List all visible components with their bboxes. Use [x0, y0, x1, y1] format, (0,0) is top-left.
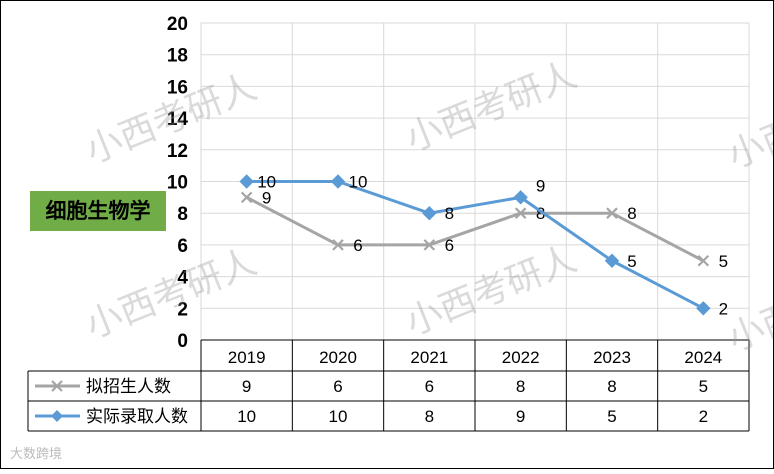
table-cell: 9	[516, 407, 525, 426]
x-tick-label: 2019	[228, 348, 266, 367]
table-cell: 5	[699, 377, 708, 396]
y-tick-label: 4	[177, 268, 188, 289]
table-cell: 6	[425, 377, 434, 396]
data-label: 2	[719, 299, 728, 318]
data-point	[240, 191, 253, 204]
table-cell: 10	[329, 407, 348, 426]
data-label: 6	[445, 236, 454, 255]
y-tick-label: 18	[167, 46, 188, 67]
y-tick-label: 8	[177, 204, 188, 225]
legend-key-marker	[51, 410, 63, 422]
y-tick-label: 16	[167, 77, 188, 98]
data-point	[514, 207, 527, 219]
data-label: 8	[445, 204, 454, 223]
data-point	[332, 239, 344, 251]
data-point	[696, 301, 711, 316]
table-cell: 9	[242, 377, 251, 396]
subject-badge: 细胞生物学	[30, 191, 166, 231]
data-label: 10	[349, 173, 368, 192]
table-cell: 2	[699, 407, 708, 426]
series-line	[246, 180, 705, 310]
x-tick-label: 2022	[502, 348, 540, 367]
x-tick-label: 2024	[684, 348, 722, 367]
y-tick-label: 12	[167, 141, 188, 162]
data-point	[423, 239, 436, 251]
x-tick-label: 2020	[319, 348, 357, 367]
y-tick-label: 20	[167, 14, 188, 35]
data-label: 10	[257, 173, 276, 192]
x-tick-label: 2021	[410, 348, 448, 367]
table-cell: 8	[516, 377, 525, 396]
series-line	[245, 196, 705, 263]
table-cell: 5	[607, 407, 616, 426]
data-label: 5	[719, 252, 728, 271]
legend-label: 实际录取人数	[86, 407, 188, 426]
y-tick-label: 10	[167, 173, 188, 194]
table-cell: 6	[333, 377, 342, 396]
data-label: 9	[262, 188, 271, 207]
y-tick-label: 0	[177, 331, 188, 352]
logo-text: 大数跨境	[10, 447, 63, 462]
data-label: 6	[353, 236, 362, 255]
y-tick-label: 6	[177, 236, 188, 257]
table-cell: 8	[425, 407, 434, 426]
data-point	[697, 254, 710, 267]
table-cell: 8	[607, 377, 616, 396]
data-point	[330, 174, 346, 189]
data-label: 9	[536, 176, 545, 195]
data-point	[604, 253, 620, 268]
legend-key-marker	[51, 380, 63, 392]
data-point	[239, 174, 254, 189]
data-point	[513, 190, 528, 205]
data-point	[422, 205, 437, 221]
y-tick-label: 14	[167, 109, 189, 130]
legend-label: 拟招生人数	[86, 377, 171, 396]
data-label: 8	[536, 204, 545, 223]
y-tick-label: 2	[177, 299, 188, 320]
table-cell: 10	[237, 407, 256, 426]
data-label: 5	[627, 252, 636, 271]
data-label: 8	[627, 204, 636, 223]
x-tick-label: 2023	[593, 348, 631, 367]
data-point	[606, 207, 618, 219]
